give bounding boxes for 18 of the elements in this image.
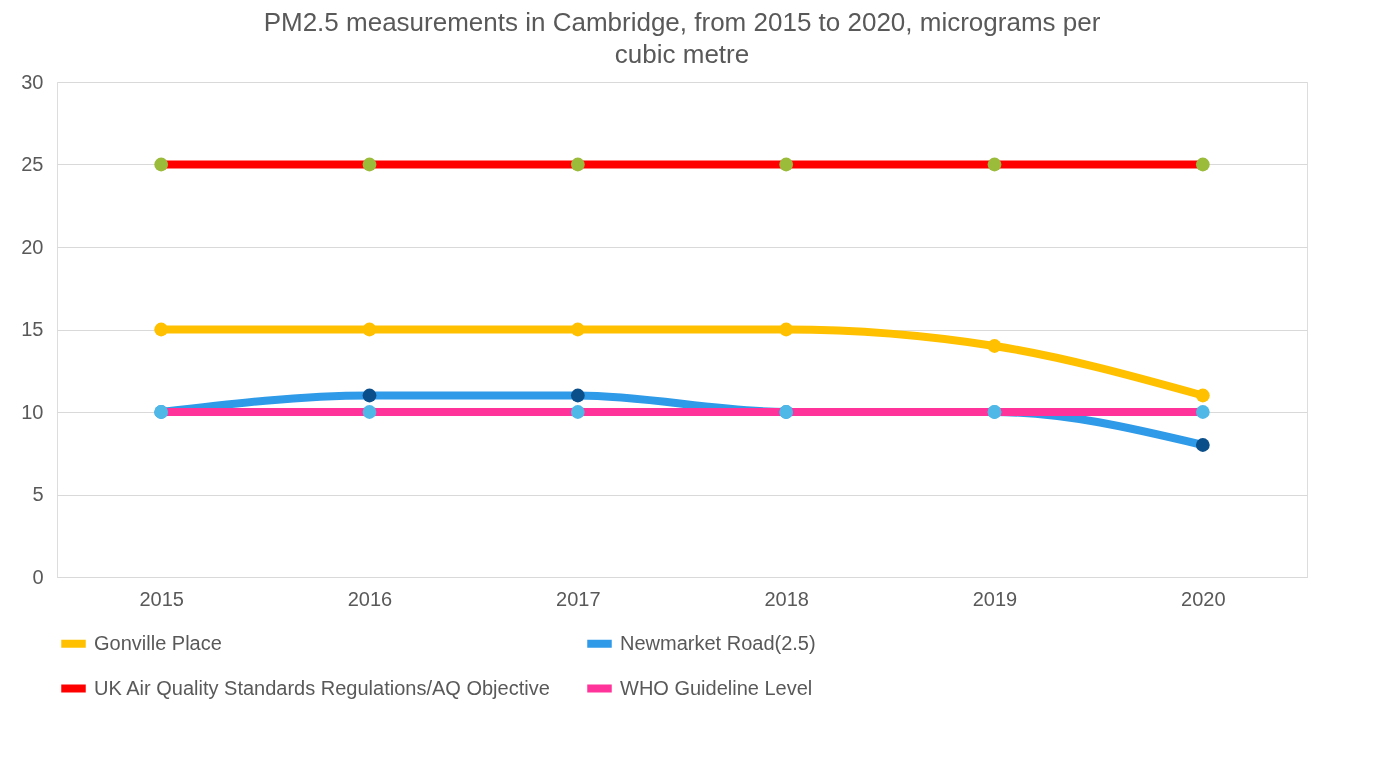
y-tick-label: 5 bbox=[32, 483, 44, 505]
legend-label: Gonville Place bbox=[94, 631, 222, 654]
x-tick-label: 2020 bbox=[1181, 587, 1226, 610]
legend-label: WHO Guideline Level bbox=[620, 676, 813, 699]
chart-title: PM2.5 measurements in Cambridge, from 2015 to 2020, micrograms per cubic metre bbox=[263, 7, 1101, 69]
x-tick-label: 2015 bbox=[139, 587, 184, 610]
y-tick-label: 0 bbox=[32, 565, 44, 588]
legend-label: Newmarket Road(2.5) bbox=[620, 631, 816, 654]
y-tick-label: 30 bbox=[21, 70, 44, 93]
x-tick-label: 2016 bbox=[347, 587, 393, 610]
y-tick-label: 10 bbox=[21, 400, 44, 423]
y-tick-label: 20 bbox=[21, 235, 44, 258]
y-tick-label: 15 bbox=[21, 318, 44, 340]
y-tick-label: 25 bbox=[21, 153, 44, 175]
legend-label: UK Air Quality Standards Regulations/AQ Objective bbox=[94, 676, 550, 699]
x-tick-label: 2019 bbox=[972, 587, 1018, 610]
x-tick-label: 2017 bbox=[556, 587, 601, 610]
x-tick-label: 2018 bbox=[764, 587, 809, 610]
